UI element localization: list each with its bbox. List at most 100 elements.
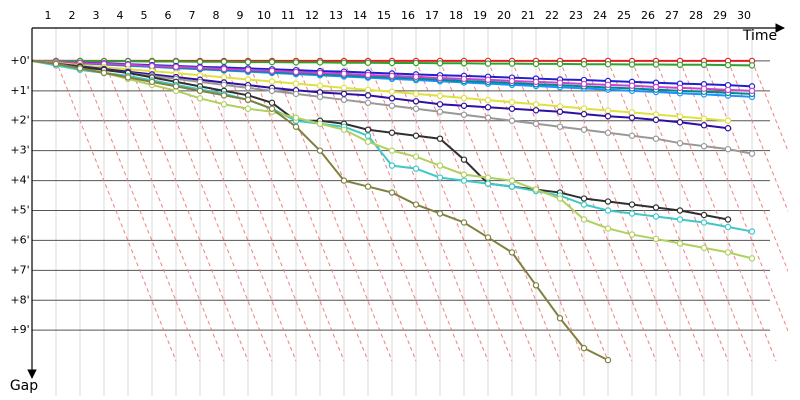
x-tick-label: 30 — [737, 9, 751, 22]
data-point — [628, 61, 636, 68]
data-point — [52, 60, 60, 68]
data-point — [316, 82, 324, 89]
data-point — [316, 147, 324, 154]
data-point — [460, 60, 468, 67]
data-point — [628, 210, 636, 217]
data-point — [436, 135, 444, 142]
lap-reference-line — [391, 60, 513, 362]
data-point — [220, 58, 228, 66]
data-point — [244, 105, 252, 112]
lap-reference-line — [343, 60, 465, 362]
y-tick-label: +6' — [10, 233, 29, 246]
data-point — [412, 98, 420, 105]
data-point — [724, 61, 732, 69]
data-point — [532, 186, 540, 193]
data-point — [604, 81, 612, 89]
data-point — [508, 177, 516, 184]
data-point — [700, 61, 708, 69]
y-axis-label: Gap — [10, 378, 38, 394]
data-point — [652, 116, 660, 124]
data-point — [484, 114, 492, 121]
data-point — [436, 210, 444, 217]
data-point — [412, 73, 420, 80]
data-point — [268, 78, 276, 85]
data-point — [652, 111, 660, 118]
data-point — [604, 107, 612, 114]
y-tick-label: +1' — [10, 84, 29, 97]
x-tick-label: 15 — [377, 9, 391, 22]
data-point — [748, 255, 756, 262]
data-point — [508, 98, 516, 106]
data-point — [676, 216, 684, 223]
data-point — [340, 126, 348, 133]
data-point — [412, 165, 420, 172]
x-tick-label: 27 — [665, 9, 679, 22]
data-point — [628, 231, 636, 238]
data-point — [700, 142, 708, 150]
lap-reference-line — [55, 60, 177, 362]
data-point — [700, 115, 708, 122]
data-point — [268, 87, 276, 95]
data-point — [196, 64, 204, 71]
data-point — [484, 76, 492, 83]
data-point — [364, 92, 372, 99]
data-point — [244, 66, 252, 74]
data-point — [556, 103, 564, 110]
x-tick-label: 18 — [449, 9, 463, 22]
lap-reference-line — [487, 60, 609, 362]
data-point — [628, 201, 636, 208]
data-point — [580, 105, 588, 112]
reference-lines — [55, 60, 788, 362]
data-point — [724, 86, 732, 94]
data-point — [460, 156, 468, 163]
data-point — [532, 101, 540, 108]
data-point — [364, 59, 372, 66]
data-point — [676, 240, 684, 247]
data-point — [628, 114, 636, 121]
data-point — [244, 84, 252, 92]
x-tick-label: 23 — [569, 9, 583, 22]
data-point — [292, 59, 300, 66]
data-point — [652, 135, 660, 142]
data-point — [364, 132, 372, 139]
y-tick-label: +0' — [10, 54, 29, 67]
data-point — [364, 183, 372, 190]
x-tick-label: 3 — [93, 9, 100, 22]
data-point — [436, 162, 444, 169]
data-point — [556, 195, 564, 202]
data-point — [676, 119, 684, 126]
lap-reference-line — [247, 60, 369, 362]
x-tick-label: 26 — [641, 9, 655, 22]
x-tick-label: 2 — [69, 9, 76, 22]
x-tick-label: 12 — [305, 9, 319, 22]
x-tick-label: 13 — [329, 9, 343, 22]
data-point — [700, 211, 708, 219]
lap-reference-line — [151, 60, 273, 362]
data-point — [196, 95, 204, 102]
data-point — [532, 120, 540, 127]
data-point — [556, 60, 564, 68]
data-point — [340, 84, 348, 92]
data-point — [604, 129, 612, 136]
lap-reference-line — [79, 60, 201, 362]
data-point — [292, 114, 300, 121]
data-point — [556, 108, 564, 115]
x-tick-label: 22 — [545, 9, 559, 22]
y-tick-label: +7' — [10, 263, 29, 276]
data-point — [340, 90, 348, 98]
data-point — [172, 83, 180, 90]
data-point — [412, 59, 420, 67]
x-axis-label: Time — [742, 28, 777, 44]
lap-reference-line — [559, 60, 681, 362]
series-line — [31, 59, 729, 221]
lap-reference-line — [703, 60, 788, 273]
lap-reference-line — [607, 60, 729, 362]
x-tick-label: 4 — [117, 9, 124, 22]
data-point — [532, 107, 540, 114]
data-point — [196, 58, 204, 66]
data-point — [700, 122, 708, 129]
lap-reference-line — [439, 60, 561, 362]
data-point — [436, 101, 444, 108]
data-point — [700, 85, 708, 92]
data-point — [460, 75, 468, 83]
